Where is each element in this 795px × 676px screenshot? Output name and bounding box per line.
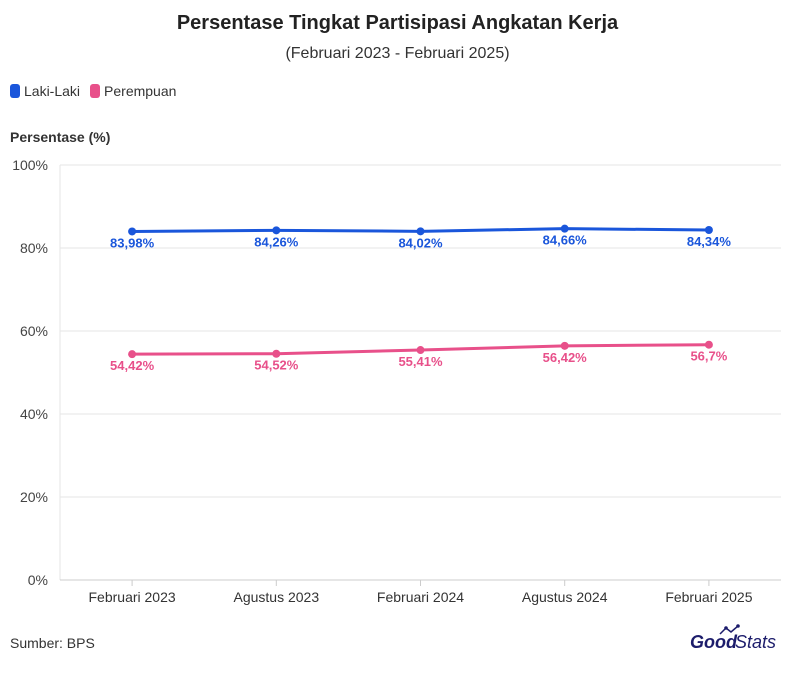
data-point-laki-laki [128, 227, 137, 236]
y-tick-label: 40% [20, 406, 48, 422]
data-point-perempuan [272, 349, 281, 358]
data-label-perempuan: 56,7% [690, 349, 727, 364]
data-label-perempuan: 54,52% [254, 358, 299, 373]
data-label-perempuan: 54,42% [110, 358, 155, 373]
data-label-perempuan: 55,41% [398, 354, 443, 369]
legend-label-perempuan: Perempuan [104, 83, 177, 99]
data-point-laki-laki [704, 225, 713, 234]
y-axis-title: Persentase (%) [10, 129, 111, 145]
legend-swatch-perempuan [90, 84, 101, 98]
y-tick-label: 0% [28, 572, 48, 588]
legend-item-perempuan[interactable]: Perempuan [90, 83, 176, 99]
data-point-laki-laki [560, 224, 569, 233]
y-tick-label: 20% [20, 489, 48, 505]
logo-good-text: Good [690, 632, 738, 652]
y-tick-label: 60% [20, 323, 48, 339]
data-label-laki-laki: 84,02% [398, 235, 443, 250]
source-note: Sumber: BPS [10, 635, 95, 651]
legend: Laki-Laki Perempuan [10, 83, 176, 99]
data-point-laki-laki [272, 226, 281, 235]
legend-label-laki-laki: Laki-Laki [24, 83, 81, 99]
data-label-laki-laki: 84,26% [254, 234, 299, 249]
legend-item-laki-laki[interactable]: Laki-Laki [10, 83, 80, 99]
data-label-laki-laki: 84,66% [543, 233, 588, 248]
y-tick-label: 100% [12, 157, 48, 173]
data-label-perempuan: 56,42% [543, 350, 588, 365]
goodstats-logo: Good Stats [690, 624, 785, 659]
data-point-perempuan [560, 341, 569, 350]
x-tick-label: Februari 2024 [377, 589, 464, 605]
data-point-perempuan [128, 350, 137, 359]
goodstats-logo-graphic: Good Stats [690, 624, 776, 652]
x-tick-label: Agustus 2023 [233, 589, 319, 605]
legend-swatch-laki-laki [10, 84, 20, 98]
data-point-perempuan [704, 340, 713, 349]
chart-title: Persentase Tingkat Partisipasi Angkatan … [176, 12, 619, 34]
x-tick-label: Agustus 2024 [522, 589, 608, 605]
x-tick-label: Februari 2025 [665, 589, 752, 605]
data-point-laki-laki [416, 227, 425, 236]
logo-stats-text: Stats [735, 632, 776, 652]
x-tick-label: Februari 2023 [89, 589, 176, 605]
trend-line-icon [719, 625, 739, 635]
data-point-perempuan [416, 346, 425, 355]
data-label-laki-laki: 83,98% [110, 235, 155, 250]
y-tick-label: 80% [20, 240, 48, 256]
data-label-laki-laki: 84,34% [687, 234, 732, 249]
chart-subtitle: (Februari 2023 - Februari 2025) [285, 45, 510, 62]
